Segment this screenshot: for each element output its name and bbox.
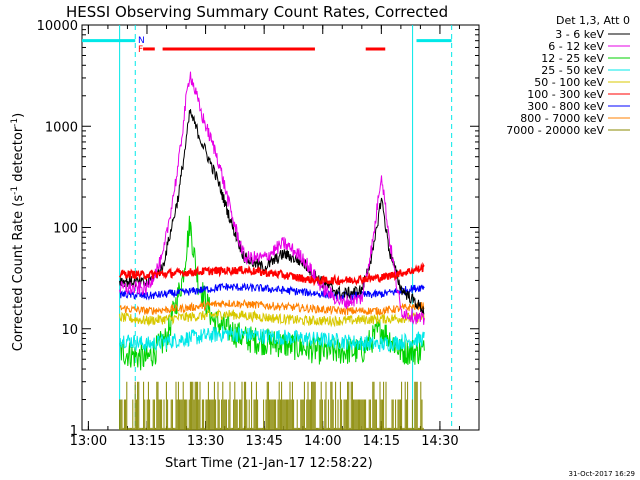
y-axis-label-sup2: -1 (10, 118, 20, 127)
y-tick-label-100: 100 (53, 222, 78, 237)
y-tick-label-10: 10 (61, 323, 78, 338)
flag-label-n: N (138, 36, 145, 46)
x-tick-label-1300: 13:00 (70, 434, 107, 449)
y-tick-label-1: 1 (70, 424, 78, 439)
legend-label: 6 - 12 keV (548, 40, 604, 53)
legend-label: 3 - 6 keV (555, 28, 604, 41)
x-axis-label: Start Time (21-Jan-17 12:58:22) (165, 456, 373, 471)
series-line-6-12 (119, 71, 425, 325)
series-line-800-7000 (119, 298, 425, 317)
x-tick-label-1315: 13:15 (128, 434, 165, 449)
chart-title: HESSI Observing Summary Count Rates, Cor… (66, 3, 448, 21)
flag-label-f: F (138, 45, 143, 55)
y-axis-label-mid: detector (11, 126, 26, 186)
legend-label: 12 - 25 keV (541, 52, 604, 65)
legend-label: 25 - 50 keV (541, 64, 604, 77)
x-axis: 13:00 13:15 13:30 13:45 14:00 14:15 14:30 (70, 25, 480, 449)
x-tick-label-1415: 14:15 (363, 434, 400, 449)
series-line-3-6 (119, 109, 425, 315)
y-axis-label: Corrected Count Rate (s-1 detector-1) (10, 113, 26, 351)
series-line-25-50 (119, 325, 425, 352)
series-group (119, 71, 425, 430)
observing-intervals (82, 25, 453, 430)
y-axis-label-sup1: -1 (10, 186, 20, 195)
series-line-12-25 (119, 215, 425, 371)
y-tick-label-1000: 1000 (45, 120, 78, 135)
x-tick-label-1330: 13:30 (187, 434, 224, 449)
x-tick-label-1430: 14:30 (421, 434, 458, 449)
y-axis: 1 10 100 1000 10000 (37, 19, 479, 439)
legend-label: 100 - 300 keV (527, 88, 604, 101)
legend-label: 800 - 7000 keV (520, 112, 604, 125)
legend-label: 50 - 100 keV (534, 76, 604, 89)
series-line-7000-20000 (119, 381, 424, 430)
series-line-50-100 (119, 308, 425, 328)
legend-header: Det 1,3, Att 0 (556, 14, 630, 27)
y-axis-label-main: Corrected Count Rate (11, 211, 26, 351)
footer-timestamp: 31-Oct-2017 16:29 (569, 470, 635, 478)
y-axis-label-close: ) (11, 113, 26, 118)
legend-label: 300 - 800 keV (527, 100, 604, 113)
series-line-300-800 (119, 282, 425, 301)
legend-label: 7000 - 20000 keV (506, 124, 604, 137)
x-tick-label-1345: 13:45 (245, 434, 282, 449)
plot-frame (81, 24, 480, 431)
y-tick-label-10000: 10000 (37, 19, 78, 34)
x-tick-label-1400: 14:00 (304, 434, 341, 449)
series-line-100-300 (119, 261, 425, 287)
y-axis-label-units: (s (11, 195, 26, 207)
